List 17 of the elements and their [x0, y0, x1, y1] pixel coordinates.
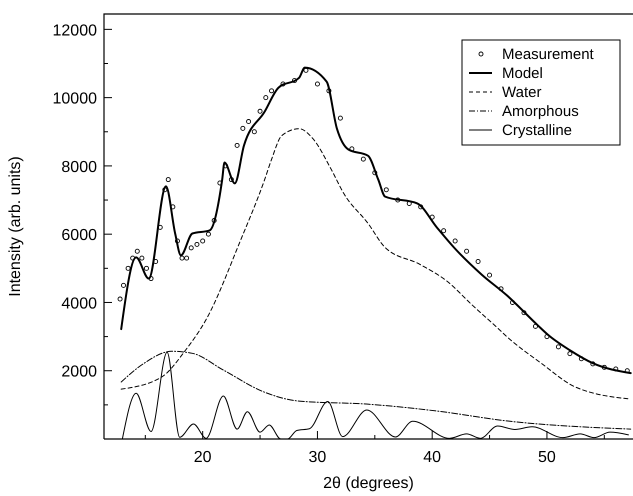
y-tick-label: 4000	[61, 295, 98, 312]
y-axis-title: Intensity (arb. units)	[7, 156, 24, 297]
legend-label: Crystalline	[502, 122, 572, 139]
y-tick-label: 10000	[52, 90, 98, 108]
x-tick-label: 30	[308, 449, 326, 466]
legend-label: Measurement	[502, 46, 595, 63]
x-tick-label: 20	[194, 449, 212, 466]
y-tick-label: 12000	[52, 22, 98, 40]
x-axis-title: 2θ (degrees)	[323, 475, 414, 492]
x-tick-label: 50	[538, 449, 556, 466]
legend-label: Model	[502, 65, 543, 82]
legend-label: Amorphous	[502, 103, 579, 120]
x-tick-label: 40	[423, 449, 442, 466]
y-tick-label: 2000	[61, 364, 98, 381]
y-tick-label: 6000	[61, 227, 98, 244]
y-tick-label: 8000	[61, 158, 98, 176]
legend-label: Water	[502, 84, 542, 101]
